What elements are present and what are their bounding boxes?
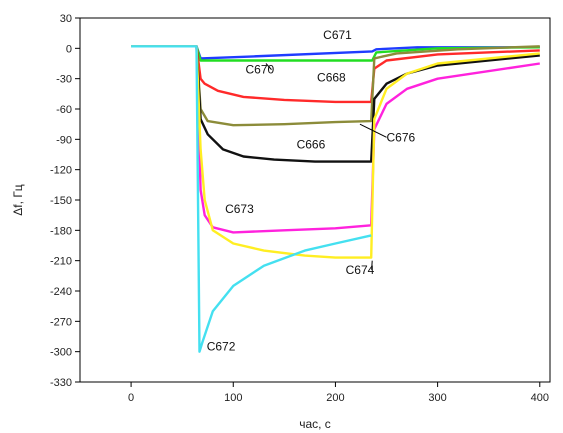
series-label-c672: C672 xyxy=(207,340,236,354)
x-tick-label: 100 xyxy=(224,392,242,404)
y-tick-label: 30 xyxy=(60,13,72,25)
y-tick-label: -180 xyxy=(50,225,72,237)
annotation-leader xyxy=(265,63,272,70)
y-tick-label: -300 xyxy=(50,347,72,359)
series-line-c674 xyxy=(131,45,540,259)
series-label-c666: C666 xyxy=(297,137,326,151)
x-tick-label: 300 xyxy=(428,392,446,404)
x-tick-label: 200 xyxy=(326,392,344,404)
y-tick-label: -270 xyxy=(50,316,72,328)
series-line-c668 xyxy=(131,45,540,104)
y-tick-label: -240 xyxy=(50,286,72,298)
series-label-c671: C671 xyxy=(323,28,352,42)
x-axis-title: час, с xyxy=(299,417,331,431)
y-tick-label: -150 xyxy=(50,195,72,207)
series-label-c673: C673 xyxy=(225,202,254,216)
x-tick-label: 400 xyxy=(531,392,549,404)
y-tick-label: -120 xyxy=(50,165,72,177)
y-tick-label: -90 xyxy=(56,134,72,146)
x-tick-label: 0 xyxy=(128,392,134,404)
series-label-c674: C674 xyxy=(346,263,375,277)
ticks: 0 100 200 300 400300-30-60-90-120-150-180-21… xyxy=(50,13,549,404)
y-tick-label: -330 xyxy=(50,377,72,389)
series-annotations: C671 C670 C668 C676 C666 C673 C674 C672 xyxy=(207,28,416,353)
y-tick-label: -30 xyxy=(56,74,72,86)
series-line-c672 xyxy=(131,45,372,353)
series-line-c666 xyxy=(131,45,540,163)
annotation-leader xyxy=(371,260,373,270)
y-tick-label: -210 xyxy=(50,256,72,268)
series-label-c670: C670 xyxy=(246,63,275,77)
series-lines xyxy=(131,45,540,353)
series-label-c668: C668 xyxy=(317,71,346,85)
annotation-leader xyxy=(359,123,387,138)
y-tick-label: 0 xyxy=(66,43,72,55)
series-label-c676: C676 xyxy=(387,130,416,144)
y-tick-label: -60 xyxy=(56,104,72,116)
series-line-c673 xyxy=(131,45,540,234)
y-axis-title: Δf, Гц xyxy=(11,184,25,216)
plot-frame xyxy=(79,17,551,383)
series-line-c676 xyxy=(131,45,540,127)
